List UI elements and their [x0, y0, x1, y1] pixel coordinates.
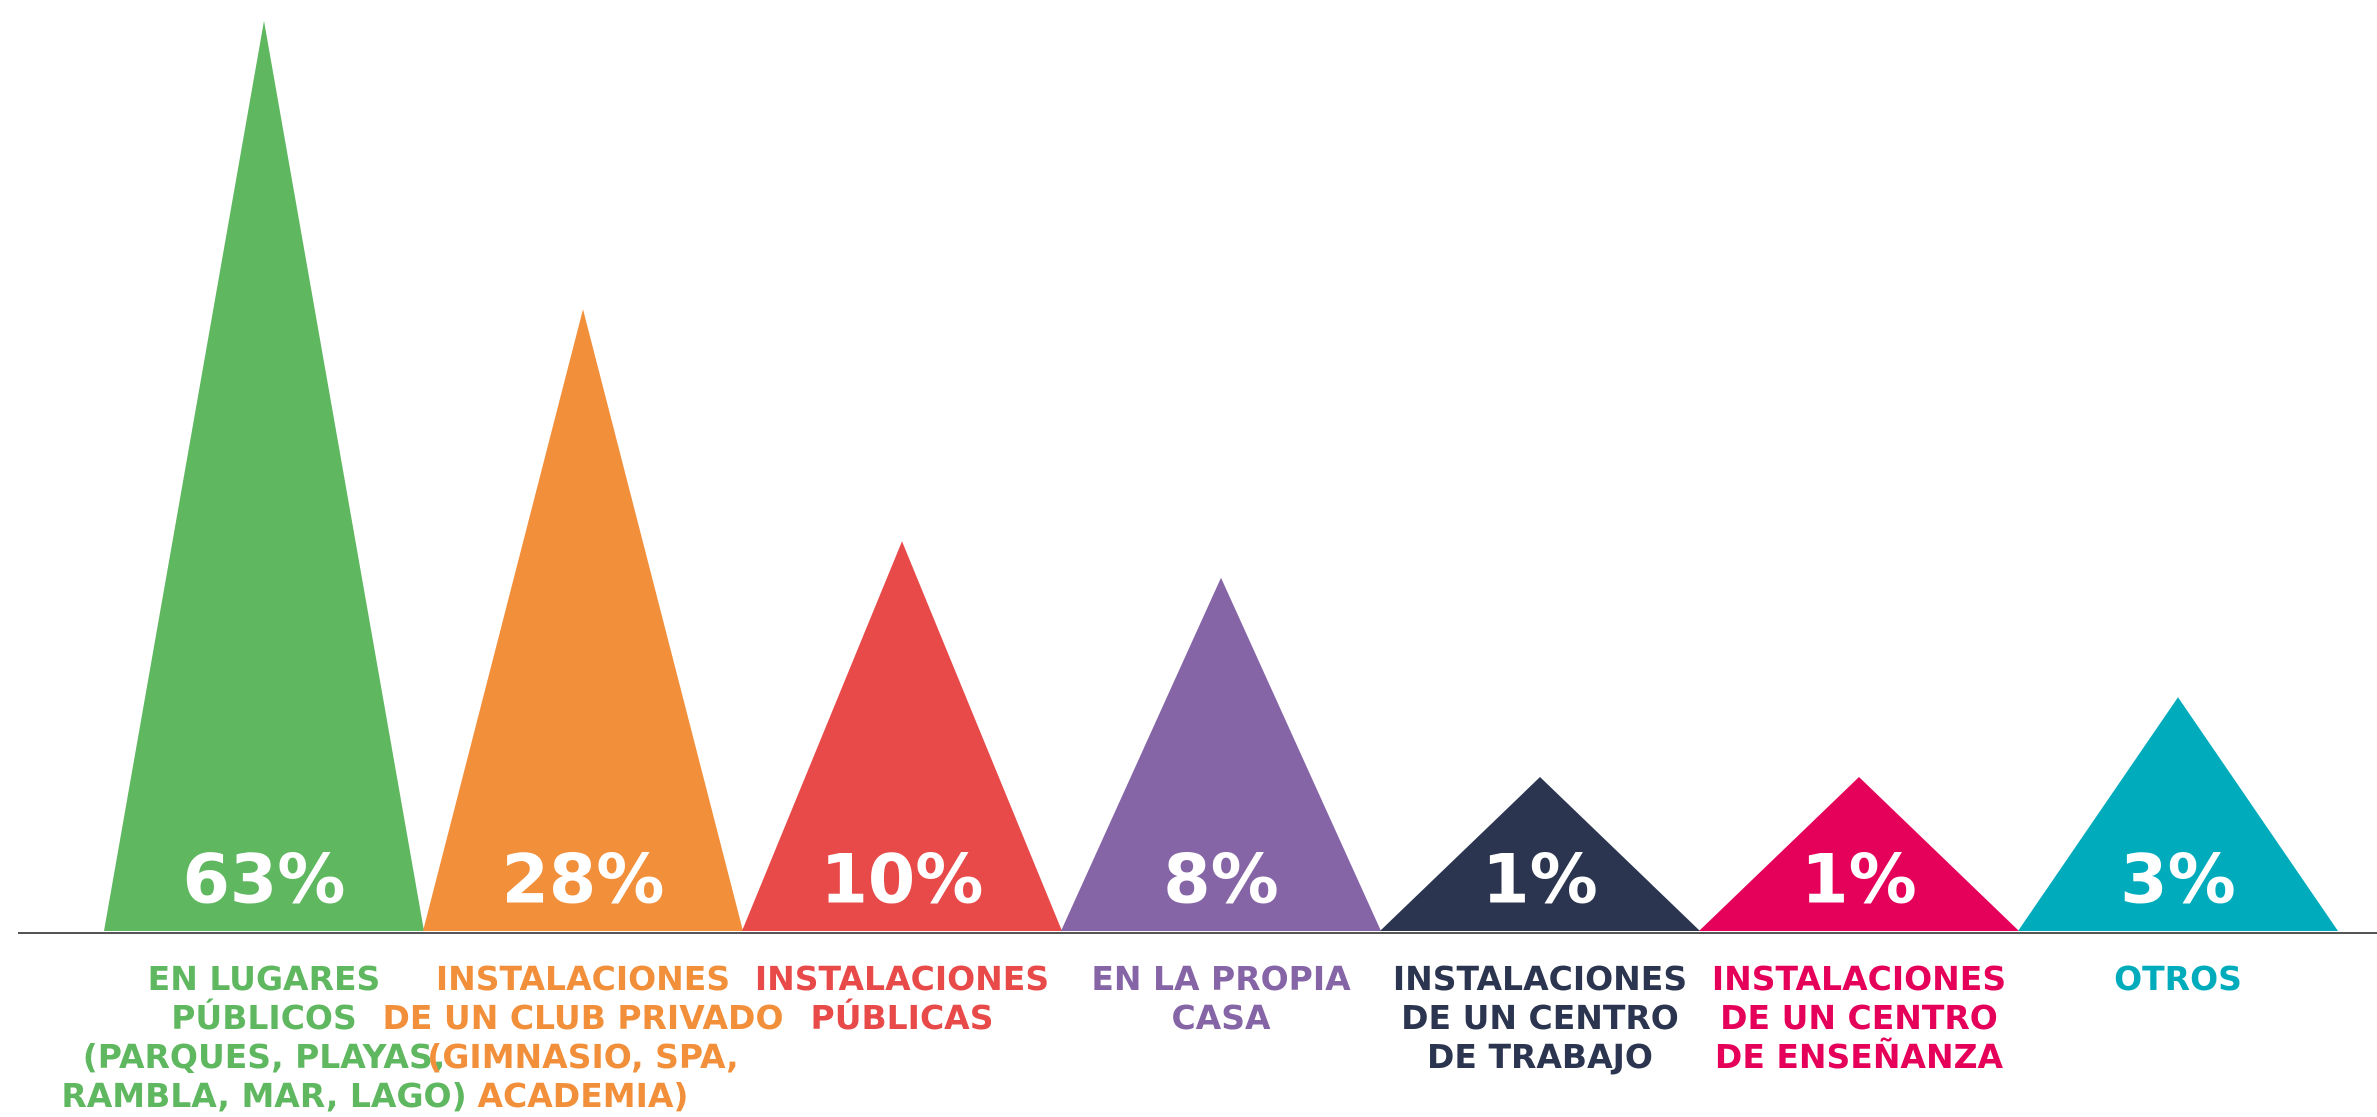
- value-label: 28%: [502, 841, 665, 920]
- value-label: 1%: [1482, 841, 1597, 920]
- category-label: EN LUGARES: [148, 959, 381, 998]
- triangle: [104, 20, 424, 932]
- category-label: EN LA PROPIA: [1091, 959, 1351, 998]
- category-label: DE TRABAJO: [1427, 1037, 1653, 1076]
- triangle: [423, 309, 743, 932]
- triangle: [1699, 777, 2019, 931]
- category-label: INSTALACIONES: [755, 959, 1049, 998]
- triangle: [1061, 577, 1381, 931]
- category-label: (GIMNASIO, SPA,: [427, 1037, 738, 1076]
- category-label: PÚBLICOS: [171, 997, 356, 1037]
- category-label: PÚBLICAS: [811, 997, 994, 1037]
- category-label: INSTALACIONES: [1393, 959, 1687, 998]
- value-label: 63%: [183, 841, 346, 920]
- category-label: (PARQUES, PLAYAS,: [83, 1037, 446, 1076]
- category-label: INSTALACIONES: [436, 959, 730, 998]
- value-label: 8%: [1163, 841, 1278, 920]
- category-label: OTROS: [2114, 959, 2242, 998]
- triangle: [1380, 777, 1700, 931]
- value-label: 3%: [2120, 841, 2235, 920]
- category-label: DE UN CENTRO: [1401, 998, 1679, 1037]
- category-label: CASA: [1171, 998, 1271, 1037]
- triangle: [742, 541, 1062, 931]
- category-label: DE ENSEÑANZA: [1715, 1036, 2004, 1076]
- category-label: ACADEMIA): [478, 1076, 689, 1115]
- category-label: DE UN CENTRO: [1720, 998, 1998, 1037]
- category-label: INSTALACIONES: [1712, 959, 2006, 998]
- value-label: 10%: [821, 841, 984, 920]
- category-label: RAMBLA, MAR, LAGO): [61, 1076, 466, 1115]
- triangle: [2018, 697, 2338, 931]
- category-label: DE UN CLUB PRIVADO: [383, 998, 784, 1037]
- value-label: 1%: [1801, 841, 1916, 920]
